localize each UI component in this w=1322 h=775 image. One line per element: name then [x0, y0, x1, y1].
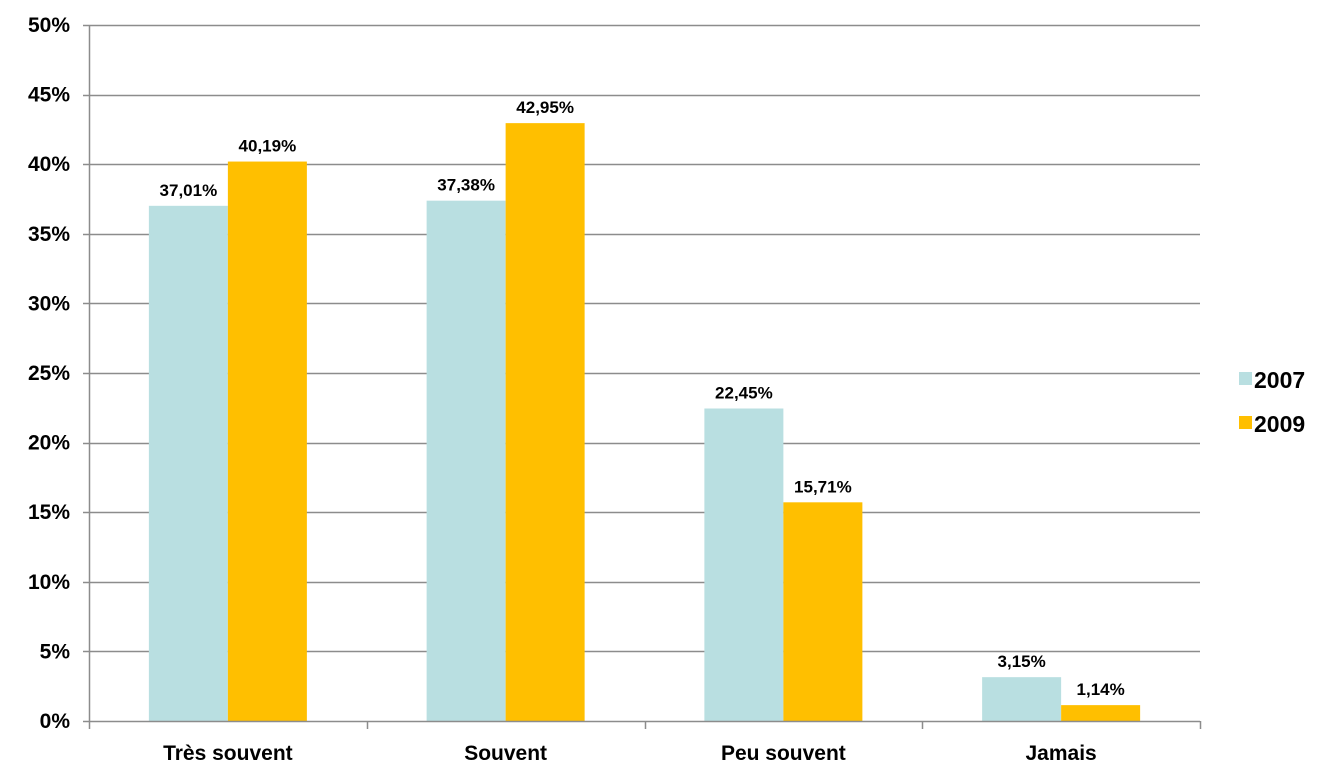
- data-label: 3,15%: [998, 652, 1046, 671]
- data-label: 40,19%: [239, 137, 297, 156]
- axes: 0% 5% 10% 15% 20% 25% 30% 35% 40% 45% 50% Très souv…: [28, 14, 1202, 765]
- x-category-label: Peu souvent: [721, 742, 846, 765]
- data-label: 1,14%: [1077, 680, 1125, 699]
- y-tick-label: 20%: [28, 432, 70, 455]
- data-labels: 37,01% 40,19% 37,38% 42,95% 22,45% 15,71% 3,15…: [160, 98, 1125, 699]
- data-label: 42,95%: [516, 98, 574, 117]
- legend: 2007 2009: [1239, 367, 1305, 437]
- bars: [148, 123, 1141, 722]
- y-tick-label: 0%: [40, 710, 71, 733]
- y-tick-label: 45%: [28, 84, 70, 107]
- bar-2007-2: [704, 408, 784, 721]
- data-label: 15,71%: [794, 477, 852, 496]
- y-tick-label: 50%: [28, 14, 70, 37]
- legend-swatch-2007: [1239, 372, 1252, 385]
- legend-label: 2007: [1254, 367, 1305, 393]
- bar-2009-2: [783, 502, 863, 721]
- y-tick-label: 40%: [28, 153, 70, 176]
- y-tick-label: 10%: [28, 571, 70, 594]
- bar-2007-0: [148, 205, 228, 721]
- legend-label: 2009: [1254, 411, 1305, 437]
- legend-swatch-2009: [1239, 416, 1252, 429]
- y-tick-label: 15%: [28, 501, 70, 524]
- data-label: 37,38%: [437, 176, 495, 195]
- x-category-label: Très souvent: [163, 742, 293, 765]
- bar-2007-3: [982, 677, 1062, 721]
- y-tick-label: 30%: [28, 292, 70, 315]
- x-category-label: Souvent: [464, 742, 547, 765]
- bar-2009-1: [505, 123, 585, 722]
- data-label: 22,45%: [715, 383, 773, 402]
- bar-2009-0: [227, 161, 307, 722]
- data-label: 37,01%: [160, 181, 218, 200]
- y-tick-label: 5%: [40, 640, 71, 663]
- bar-2007-1: [426, 200, 506, 721]
- y-tick-label: 25%: [28, 362, 70, 385]
- x-category-label: Jamais: [1026, 742, 1097, 765]
- y-tick-label: 35%: [28, 223, 70, 246]
- bar-2009-3: [1061, 705, 1141, 721]
